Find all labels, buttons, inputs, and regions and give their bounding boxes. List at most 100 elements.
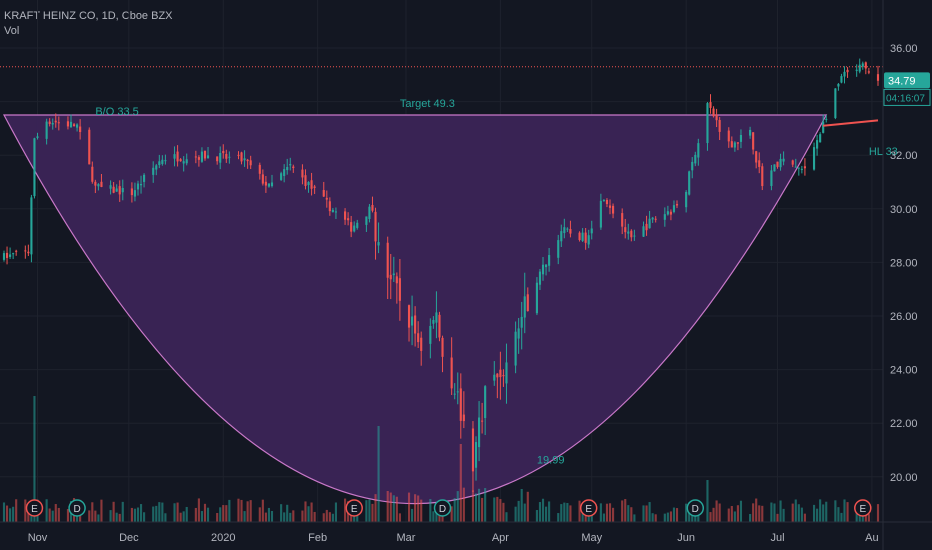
volume-bar xyxy=(578,500,581,522)
volume-bar xyxy=(800,507,803,522)
candle-body xyxy=(54,120,57,123)
candle-body xyxy=(371,204,374,211)
candle-body xyxy=(834,88,837,118)
volume-bar xyxy=(368,499,371,522)
volume-bar xyxy=(246,501,249,522)
volume-bar xyxy=(779,500,782,522)
candle-body xyxy=(669,211,672,215)
y-tick-label: 36.00 xyxy=(890,43,918,55)
dividend-icon[interactable] xyxy=(686,499,705,517)
candle-body xyxy=(377,242,380,246)
candle-body xyxy=(459,388,462,421)
candle-body xyxy=(648,218,651,229)
candle-body xyxy=(5,252,9,258)
volume-bar xyxy=(161,502,164,522)
event-label: D xyxy=(439,504,446,515)
candle-body xyxy=(392,273,395,276)
breakout-label: B/O 33.5 xyxy=(95,106,138,118)
candle-body xyxy=(328,201,331,212)
candle-body xyxy=(51,123,54,125)
candle-body xyxy=(608,205,612,208)
candle-body xyxy=(496,373,499,378)
candle-body xyxy=(599,200,602,228)
volume-bar xyxy=(627,505,630,522)
volume-bar xyxy=(456,491,459,522)
volume-bar xyxy=(736,505,739,522)
candle-body xyxy=(45,121,48,139)
volume-bar xyxy=(523,503,526,522)
volume-bar xyxy=(816,508,819,522)
volume-bar xyxy=(15,499,18,522)
candle-body xyxy=(2,253,6,260)
volume-bar xyxy=(749,514,752,522)
volume-bar xyxy=(328,512,331,522)
candle-body xyxy=(118,186,121,195)
volume-bar xyxy=(420,499,423,522)
candle-body xyxy=(69,121,73,128)
candle-body xyxy=(347,218,350,221)
volume-bar xyxy=(450,506,453,522)
candle-body xyxy=(136,183,140,190)
candle-body xyxy=(514,331,517,366)
volume-bar xyxy=(538,502,542,522)
candle-body xyxy=(57,122,60,124)
candle-body xyxy=(544,264,548,268)
volume-bar xyxy=(715,500,718,522)
x-tick-label: Feb xyxy=(308,532,327,544)
dividend-icon[interactable] xyxy=(433,499,452,517)
volume-bar xyxy=(471,490,475,522)
volume-bar xyxy=(258,507,261,522)
candle-body xyxy=(161,159,164,164)
candle-body xyxy=(353,225,356,232)
volume-bar xyxy=(432,511,435,522)
candle-body xyxy=(66,121,70,127)
volume-bar xyxy=(249,500,252,522)
volume-bar xyxy=(846,502,849,522)
candle-body xyxy=(843,71,846,77)
candle-body xyxy=(706,103,709,144)
volume-bar xyxy=(200,511,204,522)
candle-body xyxy=(398,278,401,301)
volume-bar xyxy=(709,512,712,522)
candle-body xyxy=(837,83,840,87)
candle-body xyxy=(365,216,368,225)
volume-bar xyxy=(624,499,627,522)
candle-body xyxy=(505,362,508,384)
volume-bar xyxy=(712,507,715,522)
candle-body xyxy=(307,182,310,186)
candle-body xyxy=(733,142,736,148)
volume-bar xyxy=(152,506,155,522)
volume-bar xyxy=(621,500,624,522)
volume-bar xyxy=(459,444,462,522)
candle-body xyxy=(739,135,743,142)
dividend-icon[interactable] xyxy=(68,499,86,517)
candle-body xyxy=(334,211,338,213)
candle-body xyxy=(304,175,307,186)
volume-bar xyxy=(837,507,840,522)
volume-bar xyxy=(51,510,54,522)
earnings-icon[interactable] xyxy=(345,499,363,517)
volume-bar xyxy=(581,506,584,522)
candle-body xyxy=(438,314,441,338)
volume-bar xyxy=(739,500,743,522)
volume-bar xyxy=(24,499,27,522)
volume-bar xyxy=(307,506,310,522)
candle-body xyxy=(712,108,715,117)
volume-bar xyxy=(843,499,846,522)
earnings-icon[interactable] xyxy=(25,499,44,517)
candle-body xyxy=(94,181,97,186)
candle-body xyxy=(621,213,624,227)
candle-body xyxy=(289,164,292,166)
candle-body xyxy=(143,174,146,182)
candle-body xyxy=(672,205,676,212)
earnings-icon[interactable] xyxy=(854,499,872,517)
y-tick-label: 30.00 xyxy=(890,204,918,216)
volume-bar xyxy=(389,492,392,522)
higher-low-line xyxy=(823,119,879,127)
y-tick-label: 24.00 xyxy=(890,365,918,377)
candle-body xyxy=(663,214,666,220)
volume-bar xyxy=(727,508,730,522)
earnings-icon[interactable] xyxy=(579,499,598,517)
candle-body xyxy=(675,204,679,206)
